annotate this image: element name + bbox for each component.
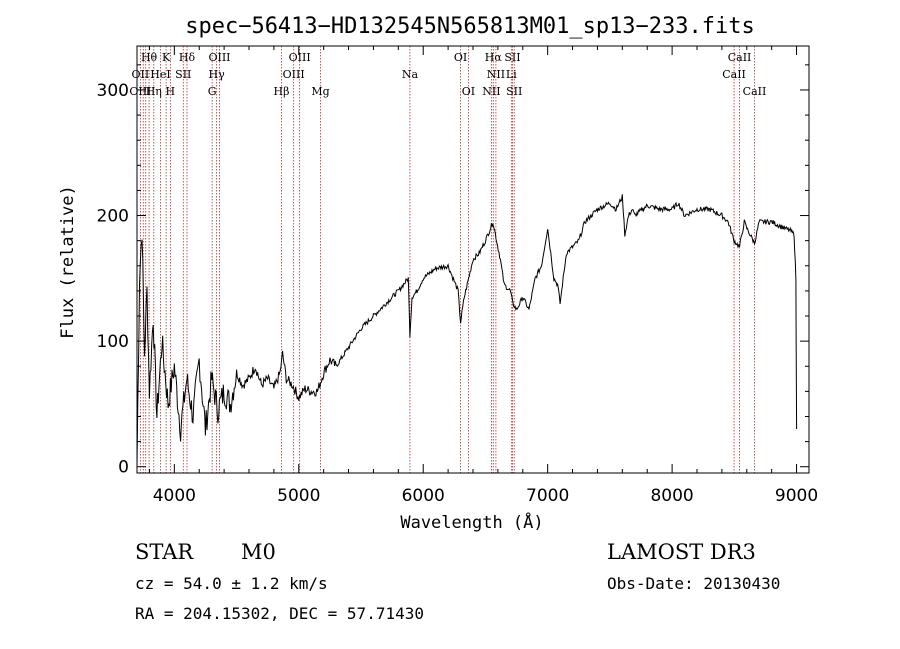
line-label: SII [506,85,522,98]
line-label: CaII [722,68,746,81]
line-label: OI [454,51,467,64]
y-axis-ticks: 0 100 200 300 [97,64,809,478]
line-label: OIII [283,68,305,81]
line-label: OI [462,85,475,98]
spectrum-line [136,194,798,467]
line-label: SII [504,51,520,64]
chart-title: spec−56413−HD132545N565813M01_sp13−233.f… [185,14,755,39]
coordinates: RA = 204.15302, DEC = 57.71430 [135,604,424,623]
x-tick-label: 6000 [402,486,445,506]
x-tick-label: 8000 [650,486,693,506]
line-label: CaII [728,51,752,64]
x-tick-label: 4000 [153,486,196,506]
line-label: NII [487,68,505,81]
y-tick-label: 100 [97,332,129,352]
emission-line-markers [139,46,755,473]
line-label: Hδ [179,51,196,64]
line-label: Hθ [141,51,158,64]
line-label: Na [402,68,419,81]
observation-date: Obs-Date: 20130430 [607,574,781,593]
line-label: SII [175,68,191,81]
y-axis-label: Flux (relative) [58,185,78,339]
line-label: Li [506,68,517,81]
line-label: NII [482,85,500,98]
y-tick-label: 200 [97,207,129,227]
line-label: Hη [146,85,162,98]
x-tick-label: 5000 [277,486,320,506]
line-label: Hα [485,51,503,64]
line-label: OIII [208,51,230,64]
y-tick-label: 300 [97,81,129,101]
line-label: OIII [129,85,151,98]
line-label: Mg [311,85,329,98]
line-label: Hβ [274,85,290,98]
x-tick-label: 7000 [526,486,569,506]
line-label: HeI [150,68,170,81]
object-subclass: M0 [241,540,276,564]
line-label: CaII [743,85,767,98]
redshift-velocity: cz = 54.0 ± 1.2 km/s [135,574,328,593]
line-label: Hγ [209,68,226,81]
x-axis-ticks: 4000 5000 6000 7000 8000 9000 [148,46,818,506]
survey-name: LAMOST DR3 [607,540,756,564]
object-class: STAR [135,540,194,564]
line-label: H [166,85,176,98]
plot-frame [136,45,810,474]
y-tick-label: 0 [118,458,129,478]
line-label: OIII [289,51,311,64]
line-label: G [208,85,217,98]
line-label: K [162,51,171,64]
x-tick-label: 9000 [775,486,818,506]
line-label: OII [132,68,150,81]
x-axis-label: Wavelength (Å) [400,511,543,533]
